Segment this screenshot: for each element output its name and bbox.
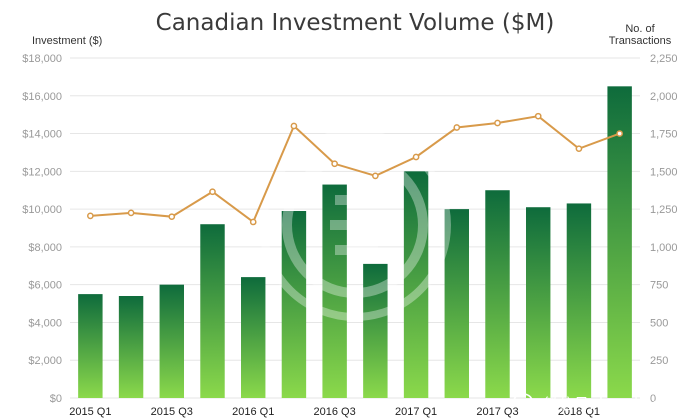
- y-left-tick-label: $2,000: [28, 355, 62, 367]
- y-left-ticks: $0 $2,000 $4,000 $6,000 $8,000 $10,000 $12,000…: [22, 53, 62, 405]
- transactions-line: [90, 115, 620, 224]
- point-2017-q2: [453, 124, 461, 131]
- watermark-logo: [259, 129, 451, 321]
- bar-series: [78, 86, 632, 398]
- y-right-axis-title-line-1: No. of: [625, 23, 655, 35]
- bar-2015-q2: [118, 296, 144, 398]
- x-tick-label: 2016 Q3: [314, 406, 356, 418]
- x-tick-label: 2017 Q1: [395, 406, 437, 418]
- y-right-tick-label: 500: [650, 317, 668, 329]
- bar-2015-q3: [159, 284, 184, 398]
- point-2017-q4: [534, 112, 542, 120]
- y-right-tick-label: 1,500: [650, 166, 678, 178]
- y-right-tick-label: 1,250: [650, 204, 678, 216]
- chart-title: Canadian Investment Volume ($M): [156, 10, 555, 36]
- watermark-text: 微信号: juwai-com: [544, 395, 676, 413]
- x-tick-label: 2018 Q1: [558, 406, 600, 418]
- bar-2018-q1: [566, 203, 592, 398]
- point-2015-q3: [168, 213, 176, 221]
- y-left-tick-label: $6,000: [28, 280, 62, 292]
- point-2018-q1: [575, 145, 583, 153]
- point-2015-q1: [87, 212, 94, 220]
- y-right-tick-label: 2,250: [650, 53, 678, 65]
- bar-2015-q1: [78, 294, 103, 398]
- x-tick-label: 2017 Q3: [476, 406, 518, 418]
- point-2015-q4: [209, 188, 216, 196]
- point-2016-q2: [290, 122, 298, 130]
- point-2015-q2: [127, 209, 135, 217]
- y-right-tick-label: 1,000: [650, 242, 678, 254]
- bar-2017-q3: [485, 190, 510, 398]
- y-left-tick-label: $18,000: [22, 53, 62, 65]
- y-left-tick-label: $12,000: [22, 166, 62, 178]
- point-2017-q3: [494, 119, 501, 127]
- point-2016-q1: [249, 218, 257, 226]
- y-left-tick-label: $10,000: [22, 204, 62, 216]
- bar-2015-q4: [200, 224, 225, 398]
- x-tick-label: 2016 Q1: [232, 406, 274, 418]
- y-right-tick-label: 750: [650, 280, 668, 292]
- wechat-icon: [513, 393, 539, 414]
- y-right-tick-label: 250: [650, 355, 668, 367]
- y-right-tick-label: 2,000: [650, 91, 678, 103]
- x-tick-label: 2015 Q3: [151, 406, 193, 418]
- y-left-tick-label: $16,000: [22, 91, 62, 103]
- y-left-axis-title: Investment ($): [32, 35, 102, 47]
- y-right-axis-title-line-2: Transactions: [609, 35, 672, 47]
- y-right-ticks: 0 250 500 750 1,000 1,250 1,500 1,750 2,000 2,250: [650, 53, 678, 405]
- bar-2017-q4: [526, 207, 551, 398]
- bar-2017-q2: [444, 209, 469, 398]
- bar-2016-q4: [363, 263, 388, 398]
- point-2016-q4: [372, 172, 379, 180]
- y-right-tick-label: 0: [650, 393, 656, 405]
- y-left-tick-label: $8,000: [28, 242, 62, 254]
- bar-2017-q1: [403, 171, 429, 398]
- bar-2016-q1: [241, 277, 266, 398]
- line-series: [87, 112, 623, 226]
- y-left-tick-label: $14,000: [22, 129, 62, 141]
- y-left-tick-label: $4,000: [28, 317, 62, 329]
- bar-2016-q3: [322, 184, 347, 398]
- bar-2018-q2: [607, 86, 632, 398]
- watermark: 微信号: juwai-com: [513, 393, 676, 414]
- y-right-tick-label: 1,750: [650, 129, 678, 141]
- x-ticks: 2015 Q1 2015 Q3 2016 Q1 2016 Q3 2017 Q1 2017 …: [69, 406, 600, 418]
- point-2018-q2: [616, 130, 623, 137]
- y-left-tick-label: $0: [50, 393, 62, 405]
- x-tick-label: 2015 Q1: [69, 406, 111, 418]
- point-2016-q3: [331, 160, 338, 168]
- point-2017-q1: [412, 153, 420, 161]
- bar-2016-q2: [281, 211, 307, 398]
